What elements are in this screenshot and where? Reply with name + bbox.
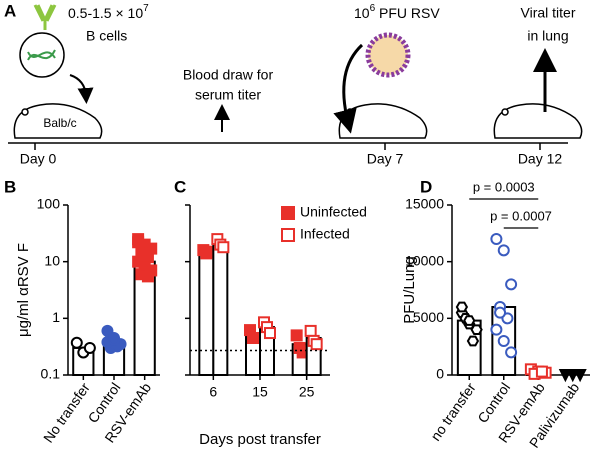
legend-swatch (281, 228, 295, 242)
y-tick-label: 100 (37, 196, 61, 212)
titer-text: Viral titer (521, 5, 576, 21)
day-label: Day 12 (518, 151, 563, 167)
dot (466, 335, 480, 347)
legend-swatch (281, 206, 295, 220)
y-axis-label: μg/ml αRSV F (15, 243, 32, 337)
annotation: p = 0.0007 (490, 208, 552, 223)
x-tick-label: no transfer (427, 379, 479, 443)
antibody-icon (33, 4, 57, 30)
x-tick-label: 25 (299, 384, 315, 400)
dot (310, 338, 323, 351)
y-tick-label: 10 (44, 252, 60, 268)
x-axis-label: Days post transfer (199, 431, 321, 448)
dot (494, 306, 507, 319)
dot (141, 270, 154, 283)
x-tick-label: 6 (209, 384, 217, 400)
virus-unit: PFU RSV (375, 5, 440, 21)
dot (535, 365, 548, 378)
dot (455, 301, 469, 313)
dot (505, 278, 518, 291)
y-axis-label: PFU/Lung (401, 256, 418, 324)
day-label: Day 0 (20, 151, 57, 167)
mouse-label: Balb/c (43, 116, 76, 130)
dot (132, 236, 145, 249)
blood-text: serum titer (195, 87, 261, 103)
dot (497, 335, 510, 347)
x-tick-label: No transfer (40, 379, 93, 445)
legend-label: Infected (300, 226, 350, 242)
virus-icon (365, 32, 411, 78)
day-label: Day 7 (367, 151, 404, 167)
panel-letter: D (420, 177, 432, 196)
dot (290, 329, 303, 342)
y-tick-label: 1 (52, 309, 60, 325)
cells-text: 0.5-1.5 × 107 (68, 3, 149, 21)
panel-letter: B (4, 177, 16, 196)
dot (573, 369, 587, 383)
blood-text: Blood draw for (183, 67, 274, 83)
mouse-icon (13, 103, 583, 139)
cells-exp: 7 (143, 3, 149, 14)
dot (70, 336, 83, 349)
dot (470, 324, 483, 335)
virus-base: 10 (354, 5, 370, 21)
dot (217, 241, 230, 254)
y-tick-label: 5000 (413, 309, 444, 325)
b-cell-icon (19, 32, 65, 78)
y-tick-label: 0 (436, 366, 444, 382)
dot (141, 251, 154, 264)
virus-exp: 6 (370, 3, 376, 14)
panel-letter: A (4, 1, 16, 20)
panel-letter: C (174, 177, 186, 196)
dot (497, 244, 510, 257)
y-tick-label: 15000 (405, 196, 444, 212)
dot (108, 333, 120, 346)
panel-a: A 0.5-1.5 × 107 B cells Balb/c Blood dra… (4, 1, 583, 167)
arrow (333, 43, 364, 134)
annotation: p = 0.0003 (473, 179, 535, 194)
dot (264, 327, 276, 340)
cells-unit: B cells (86, 28, 127, 44)
arrow (69, 74, 94, 104)
dot (304, 324, 317, 337)
bar (212, 243, 229, 376)
bar (198, 250, 215, 376)
dot (490, 233, 503, 245)
dot (490, 323, 503, 336)
x-tick-label: 15 (252, 384, 268, 400)
y-tick-label: 10000 (405, 252, 444, 268)
dot (505, 346, 518, 359)
dot (463, 315, 476, 326)
legend-label: Uninfected (300, 204, 367, 220)
y-tick-label: 0.1 (41, 366, 61, 382)
virus-text: 106 PFU RSV (354, 3, 440, 21)
dot (101, 324, 114, 337)
dot (83, 341, 96, 354)
dna-icon (27, 49, 56, 61)
titer-text: in lung (527, 28, 568, 44)
cells-count: 0.5-1.5 × 10 (68, 5, 143, 21)
